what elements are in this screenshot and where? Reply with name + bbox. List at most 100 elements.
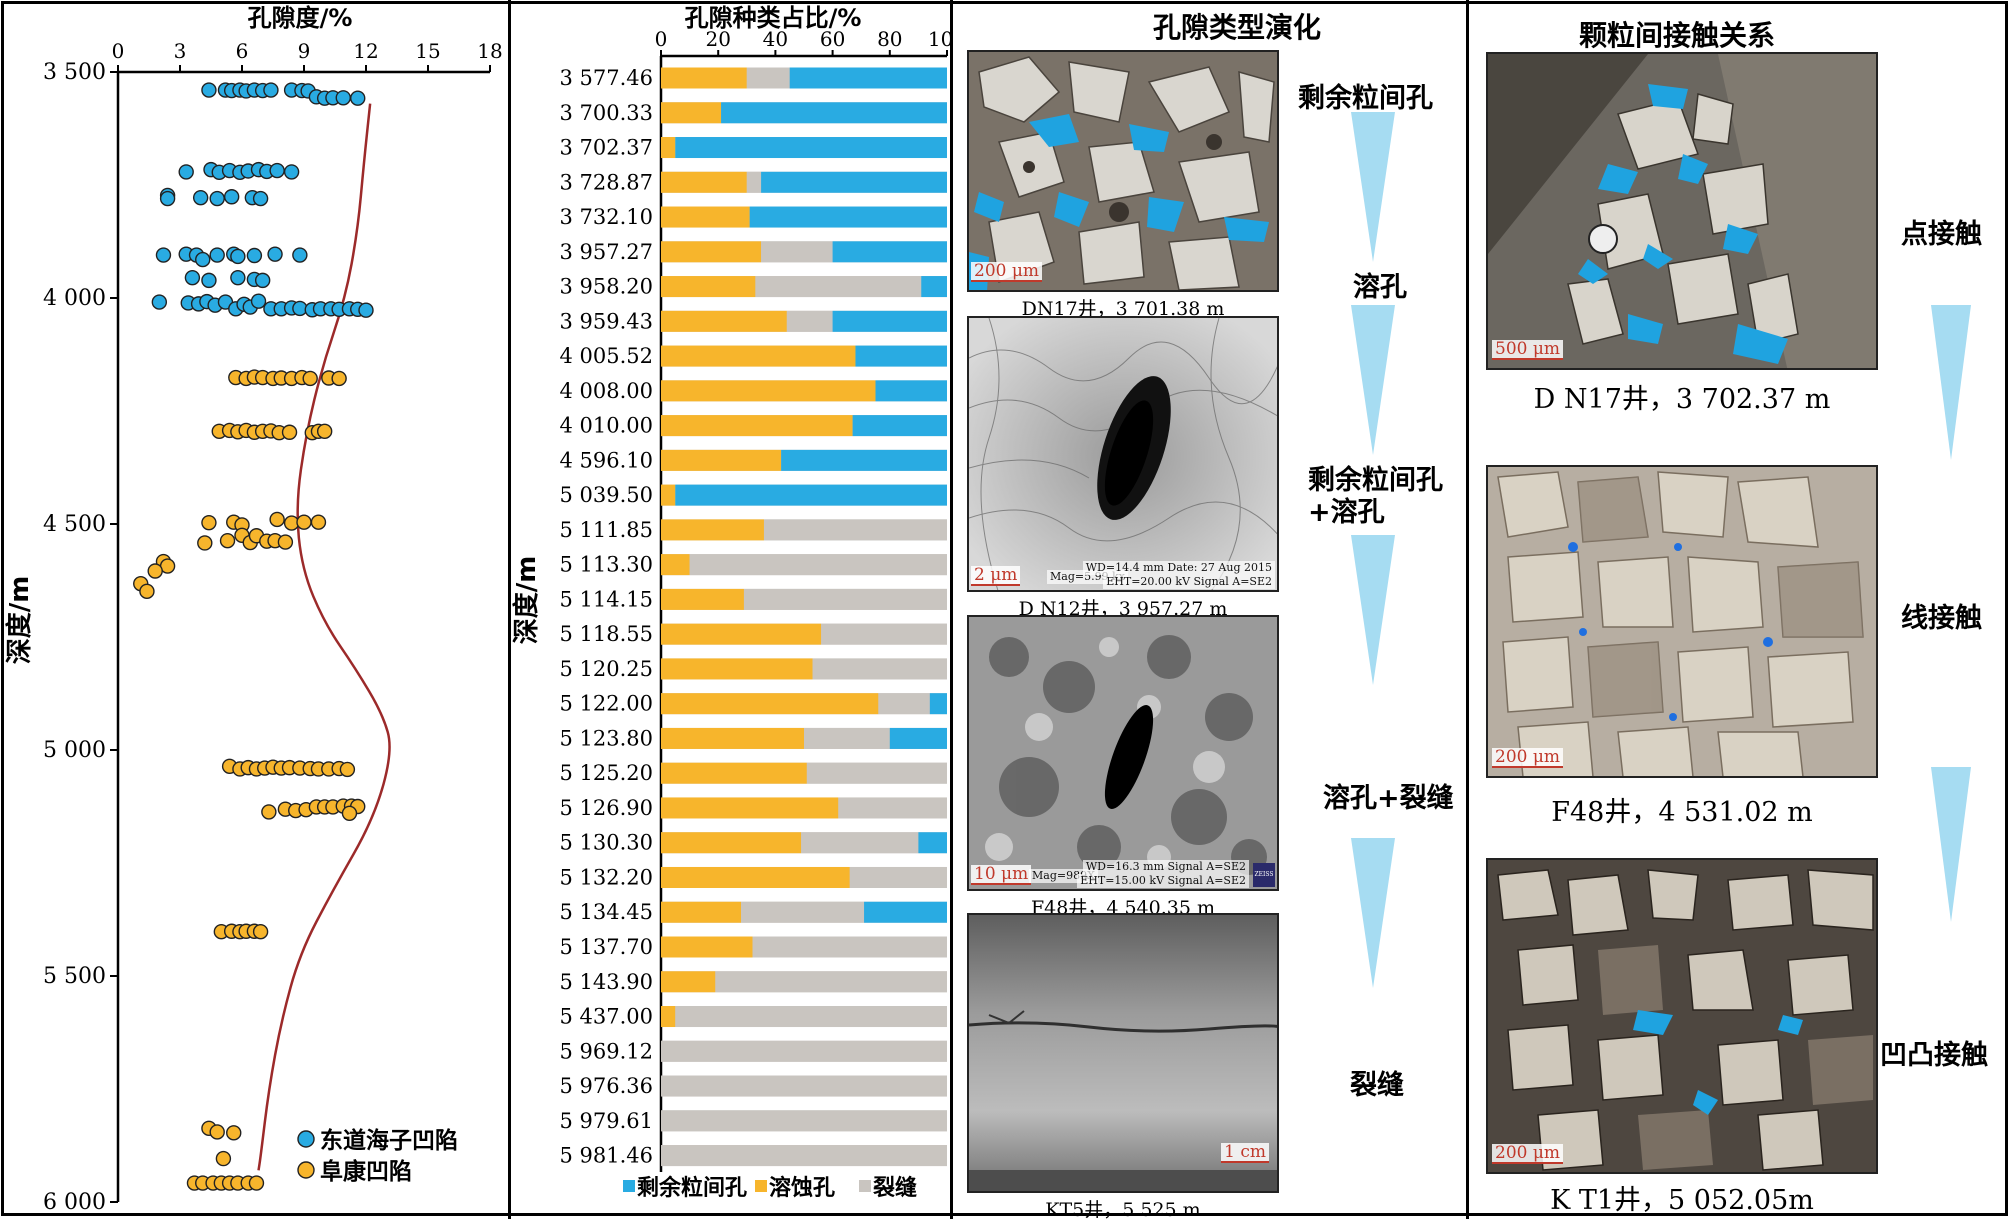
scale-bar-photo4: 1 cm [1221,1143,1269,1163]
scatter-point-dongdaohaizi [350,90,366,106]
bar-category-label: 5 976.36 [559,1074,653,1098]
scatter-point-dongdaohaizi [223,189,240,205]
bar-segment-dissolution [661,276,756,298]
pore-type-stacked-bar: 孔隙种类占比/% 深度/m 0 20 40 60 80 100 3 577.46 3 700… [511,4,950,1201]
bar-x-tick-label: 60 [820,27,845,51]
bar-category-label: 5 125.20 [559,761,653,785]
caption-contact3: K T1井，5 052.05m [1550,1185,1814,1216]
bar-segment-fracture [746,171,762,193]
bar-segment-dissolution [661,310,787,332]
scatter-point-dongdaohaizi [250,293,267,309]
contact-texture-1 [1488,54,1876,368]
bar-category-label: 5 114.15 [559,587,653,611]
bar-x-tick-label: 0 [655,27,668,51]
bar-x-tick-label: 100 [928,27,950,51]
bar-segment-fracture [804,727,890,749]
bar-segment-residual [761,171,947,193]
stage-residual-intergranular: 剩余粒间孔 [1298,83,1433,114]
bar-category-label: 3 728.87 [559,170,653,194]
scatter-point-fukang [226,1125,242,1141]
stage-line-contact: 线接触 [1901,603,1982,634]
bar-segment-dissolution [661,901,742,923]
arrow-down-icon-3 [1351,535,1395,685]
stage-dissolution: 溶孔 [1353,272,1407,303]
scatter-point-fukang [339,761,356,778]
photo-sem-dn12: 2 μm Mag=5.99 kx WD=14.4 mm Date: 27 Aug… [967,316,1279,592]
arrow-down-icon-5 [1931,305,1971,460]
bar-segment-fracture [752,936,947,958]
scatter-point-dongdaohaizi [209,190,225,207]
bar-category-label: 3 700.33 [559,101,653,125]
scale-bar-photo1: 200 μm [971,262,1043,282]
bar-category-label: 5 118.55 [559,622,653,646]
bar-rows-group: 3 577.46 3 700.33 3 702.37 3 728.87 3 732.10… [559,66,947,1168]
photo-thin-section-dn17: 200 μm [967,50,1279,292]
scatter-y-tick-label: 4 500 [43,512,106,537]
scatter-point-fukang [147,563,163,579]
scatter-y-tick-label: 5 500 [43,964,106,989]
bar-segment-dissolution [661,762,807,784]
scatter-point-fukang [252,924,269,940]
scatter-point-dongdaohaizi [195,251,211,268]
scatter-point-fukang [215,1150,232,1167]
scatter-point-fukang [261,804,277,820]
scale-bar-contact2: 200 μm [1492,748,1564,768]
bar-segment-fracture [763,519,947,541]
bar-category-label: 5 122.00 [559,692,653,716]
scatter-points-group [133,82,374,1191]
scatter-y-tick-label: 4 000 [43,286,106,311]
arrow-down-icon-6 [1931,767,1971,922]
caption-contact1: D N17井，3 702.37 m [1533,384,1831,415]
bar-segment-residual [889,727,947,749]
bar-segment-dissolution [661,727,804,749]
bar-legend-swatch [859,1180,871,1192]
scatter-point-dongdaohaizi [254,272,271,289]
bar-segment-dissolution [661,171,747,193]
scatter-point-dongdaohaizi [230,269,246,286]
scatter-point-dongdaohaizi [155,247,172,263]
bar-category-label: 5 120.25 [559,657,653,681]
bar-segment-fracture [675,1006,947,1028]
scatter-point-dongdaohaizi [151,294,168,310]
scatter-point-fukang [316,423,333,440]
bar-category-label: 5 981.46 [559,1144,653,1168]
bar-segment-residual [921,276,947,298]
bar-segment-fracture [746,67,790,89]
scatter-point-dongdaohaizi [263,82,279,98]
photo-sem-f48: 10 μm Mag=989X WD=16.3 mm Signal A=SE2 E… [967,615,1279,891]
thin-section-texture [969,52,1277,290]
pore-type-panel: 孔隙种类占比/% 深度/m 0 20 40 60 80 100 3 577.46 3 700… [511,0,950,1219]
sem-meta-photo2-eht: EHT=20.00 kV Signal A=SE2 [1103,575,1275,589]
zeiss-logo: ZEISS [1253,863,1275,887]
scatter-point-fukang [269,511,285,528]
bar-segment-dissolution [661,971,716,993]
bar-category-label: 5 137.70 [559,935,653,959]
arrow-down-icon-1 [1351,112,1395,262]
bar-segment-fracture [821,623,947,645]
bar-segment-dissolution [661,866,850,888]
bar-segment-dissolution [661,137,676,159]
bar-category-label: 3 732.10 [559,205,653,229]
scatter-point-dongdaohaizi [209,247,225,263]
bar-segment-dissolution [661,345,856,367]
stage-residual-plus-line1: 剩余粒间孔 [1308,465,1443,496]
scale-bar-contact3: 200 μm [1492,1144,1564,1164]
bar-segment-dissolution [661,832,802,854]
bar-segment-fracture [689,554,947,576]
scatter-point-dongdaohaizi [283,164,300,180]
scatter-point-fukang [310,514,327,530]
scale-bar-photo3: 10 μm [971,865,1032,885]
bar-segment-dissolution [661,102,722,124]
scatter-trend-group [257,103,391,1171]
caption-photo4: KT5井，5 525 m [1045,1199,1201,1221]
scatter-point-dongdaohaizi [192,189,209,206]
scatter-legend-label: 阜康凹陷 [320,1158,412,1185]
contact-texture-3 [1488,860,1876,1172]
stage-residual-plus-line2: +溶孔 [1308,497,1385,528]
stage-point-contact: 点接触 [1901,219,1982,250]
bar-segment-residual [832,241,947,263]
scatter-point-fukang [296,514,312,530]
bar-x-tick-label: 40 [763,27,788,51]
scatter-point-dongdaohaizi [159,190,176,207]
